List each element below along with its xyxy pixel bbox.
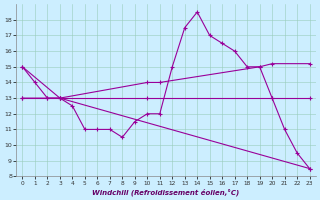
X-axis label: Windchill (Refroidissement éolien,°C): Windchill (Refroidissement éolien,°C) — [92, 188, 240, 196]
